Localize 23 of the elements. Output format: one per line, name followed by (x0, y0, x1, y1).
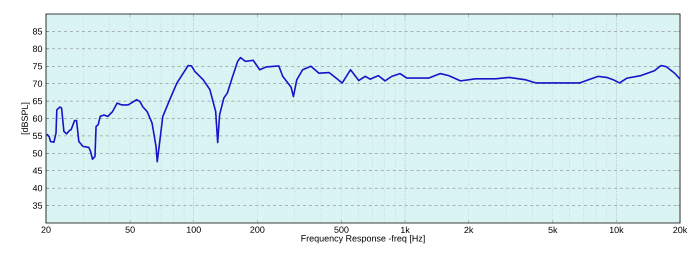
y-tick-label: 50 (32, 150, 42, 157)
x-tick-label: 500 (334, 226, 349, 233)
x-tick-label: 5k (548, 226, 558, 234)
x-tick-label: 10k (610, 226, 624, 234)
y-tick-label: 60 (32, 115, 42, 122)
y-tick-label: 65 (32, 98, 42, 104)
x-axis-title: Frequency Response -freq [Hz] (301, 234, 425, 244)
x-tick-label: 1k (401, 226, 410, 234)
x-tick-label: 20k (673, 226, 688, 234)
x-tick-label: 100 (186, 226, 201, 233)
x-tick-label: 50 (125, 226, 135, 233)
y-tick-label: 85 (32, 28, 42, 35)
y-tick-label: 75 (32, 63, 42, 70)
x-tick-label: 2k (464, 226, 474, 234)
x-tick-label: 200 (250, 226, 264, 233)
y-tick-label: 45 (32, 168, 42, 174)
y-tick-label: 40 (32, 184, 42, 192)
x-tick-label: 20 (41, 226, 51, 233)
y-axis-title: [dBSPL] (21, 102, 30, 134)
y-tick-label: 35 (32, 202, 42, 209)
y-tick-label: 55 (32, 132, 42, 140)
y-tick-label: 80 (32, 46, 42, 52)
y-tick-label: 70 (32, 80, 42, 87)
